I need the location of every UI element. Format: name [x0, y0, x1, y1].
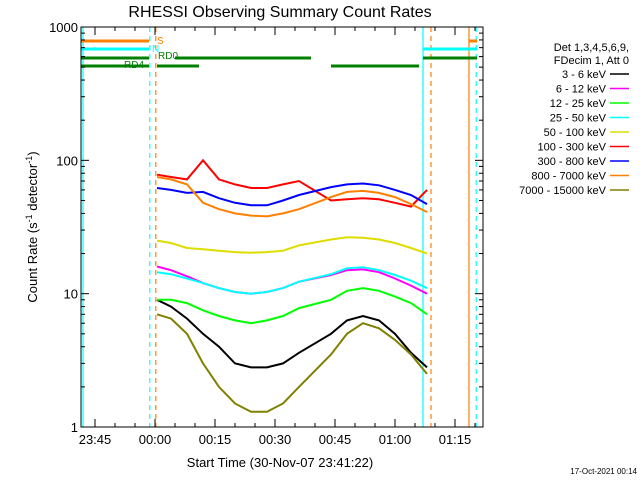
series-line-6	[156, 182, 428, 207]
x-tick-label-2: 00:15	[199, 432, 232, 447]
legend-header-line-2: FDecim 1, Att 0	[554, 55, 629, 67]
plot-frame	[80, 26, 484, 428]
x-tick-label-3: 00:30	[259, 432, 292, 447]
y-axis-label: Count Rate (s-1 detector-1)	[24, 151, 40, 302]
x-tick-label-0: 23:45	[79, 432, 112, 447]
footer-date: 17-Oct-2021 00:14	[570, 467, 637, 476]
series-line-5	[156, 158, 428, 208]
y-tick-label-1: 10	[64, 287, 78, 302]
legend-label-8: 7000 - 15000 keV	[519, 185, 607, 197]
legend: Det 1,3,4,5,6,9, FDecim 1, Att 0 3 - 6 k…	[519, 42, 629, 197]
x-tick-label-4: 00:45	[319, 432, 352, 447]
series-line-3	[156, 266, 428, 295]
axis-ticks: 23:45 00:00 00:15 00:30 00:45 01:00 01:15 1 10 10…	[49, 20, 483, 447]
instrument-markers	[82, 27, 477, 427]
series-line-4	[156, 236, 428, 255]
series-lines	[156, 158, 428, 413]
legend-label-5: 100 - 300 keV	[538, 142, 607, 154]
x-axis-label: Start Time (30-Nov-07 23:41:22)	[187, 455, 373, 470]
legend-label-0: 3 - 6 keV	[562, 69, 607, 81]
flag-label-3: RD4	[124, 60, 144, 71]
series-line-0	[156, 298, 428, 369]
y-tick-label-2: 100	[56, 153, 78, 168]
series-line-2	[157, 287, 428, 325]
flag-label-0: S	[157, 36, 164, 47]
legend-label-7: 800 - 7000 keV	[531, 171, 606, 183]
legend-label-3: 25 - 50 keV	[550, 113, 607, 125]
x-tick-label-5: 01:00	[379, 432, 412, 447]
flag-label-2: RD0	[158, 51, 178, 62]
chart-title: RHESSI Observing Summary Count Rates	[128, 4, 431, 21]
series-line-7	[156, 176, 428, 218]
legend-label-1: 6 - 12 keV	[556, 84, 607, 96]
y-tick-label-3: 1000	[49, 20, 78, 35]
legend-label-6: 300 - 800 keV	[538, 156, 607, 168]
series-line-8	[156, 313, 428, 413]
legend-label-2: 12 - 25 keV	[550, 98, 607, 110]
series-line-1	[156, 265, 428, 295]
x-tick-label-6: 01:15	[439, 432, 472, 447]
legend-label-4: 50 - 100 keV	[544, 127, 607, 139]
flag-label-1: N	[152, 44, 159, 55]
legend-header-line-1: Det 1,3,4,5,6,9,	[554, 42, 629, 54]
x-tick-label-1: 00:00	[139, 432, 172, 447]
y-tick-label-0: 1	[71, 420, 78, 435]
